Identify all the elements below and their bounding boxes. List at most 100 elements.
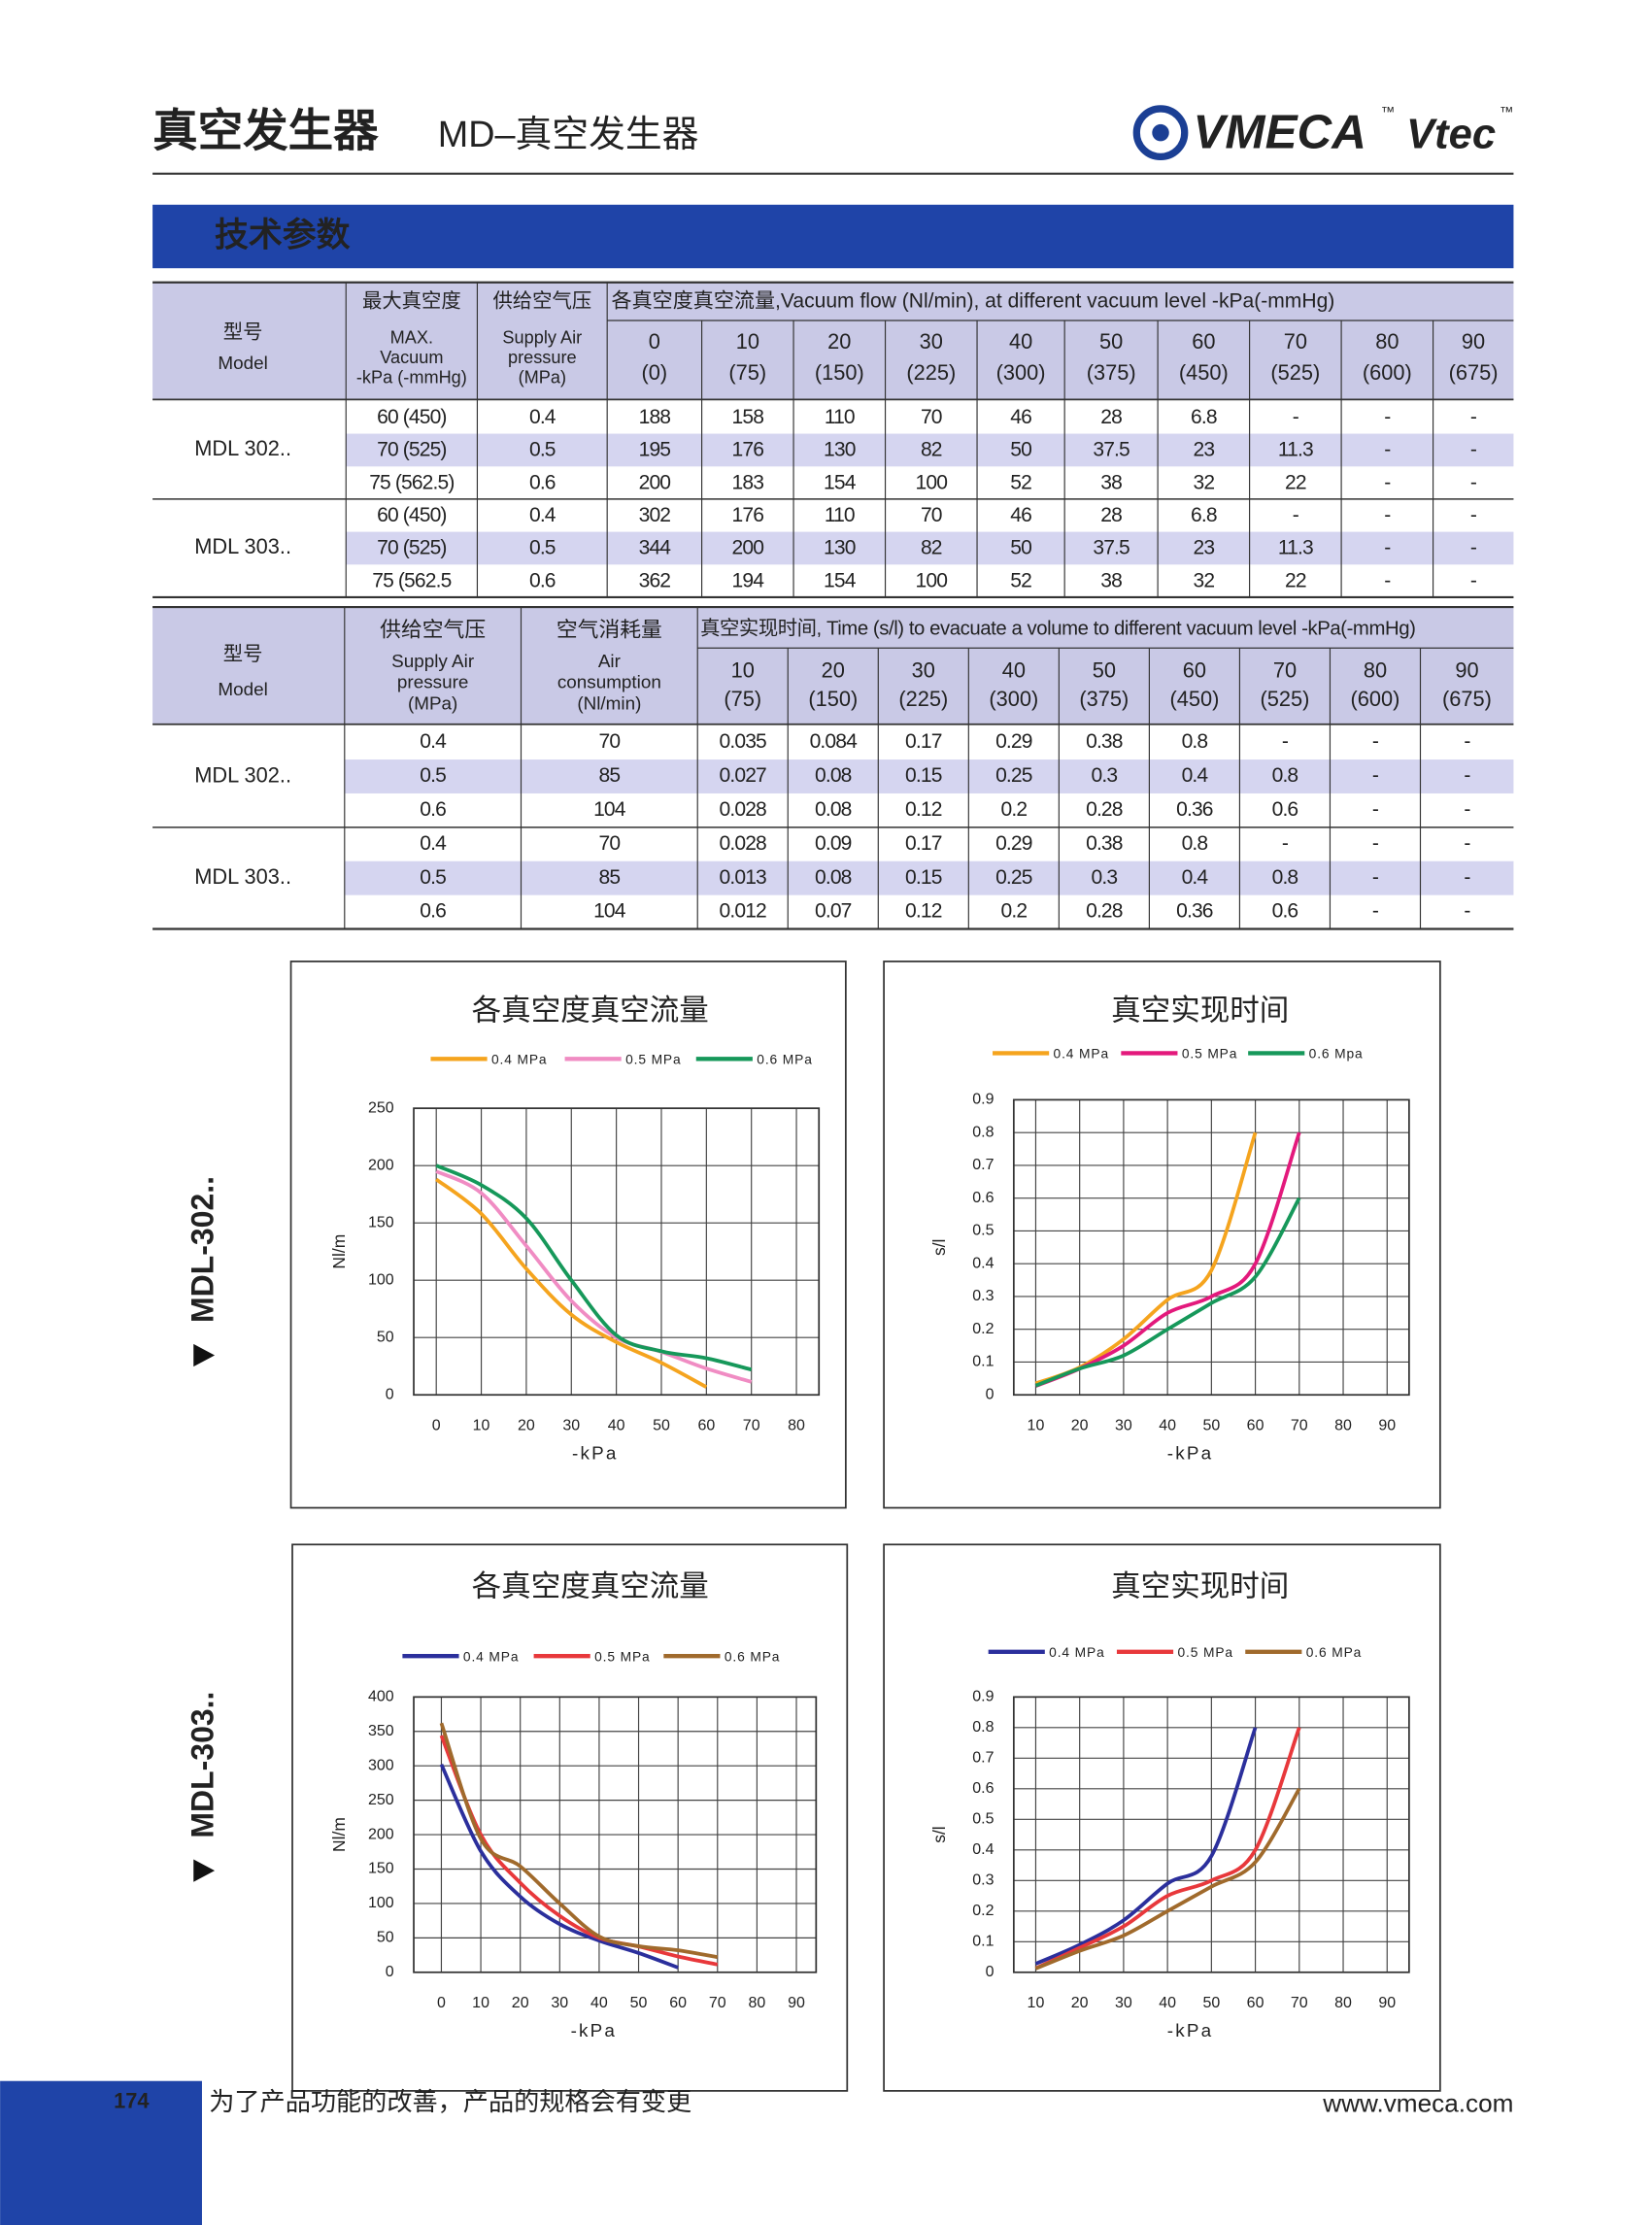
table-cell: - — [1372, 730, 1379, 753]
table-cell: 70 (525) — [377, 537, 446, 559]
side-label: MDL-302.. — [185, 1176, 219, 1323]
chart-frame — [883, 1543, 1441, 2092]
table-cell: 0.17 — [905, 730, 942, 753]
y-tick-label: 0 — [386, 1964, 394, 1980]
table-cell: 0.4 — [1182, 764, 1209, 787]
table-cell: 70 — [921, 504, 942, 526]
flow-header: 各真空度真空流量,Vacuum flow (Nl/min), at differ… — [612, 289, 1335, 313]
table-cell: 0.035 — [720, 730, 767, 753]
y-axis-label: Nl/m — [329, 1817, 349, 1852]
time-header: 真空实现时间, Time (s/l) to evacuate a volume … — [700, 618, 1415, 640]
table-cell: 0.15 — [905, 764, 942, 787]
level-header: 60 — [1183, 658, 1206, 683]
table-header-bg — [152, 282, 1514, 400]
table-cell: 50 — [1010, 439, 1031, 461]
x-tick-label: 20 — [518, 1417, 535, 1433]
y-tick-label: 0.4 — [972, 1255, 994, 1271]
table-cell: 0.28 — [1086, 900, 1123, 923]
level-header: (225) — [906, 360, 956, 385]
x-tick-label: 40 — [1159, 1417, 1176, 1433]
y-tick-label: 400 — [368, 1689, 394, 1705]
section-title: 技术参数 — [215, 216, 351, 253]
table-cell: 0.25 — [995, 866, 1032, 889]
level-header: 20 — [822, 658, 845, 683]
table-cell: 6.8 — [1191, 406, 1217, 428]
y-axis-label: Nl/m — [329, 1234, 349, 1269]
table-cell: 0.4 — [420, 832, 447, 855]
x-tick-label: 60 — [697, 1417, 715, 1433]
page-subtitle: MD–真空发生器 — [438, 115, 699, 155]
table-cell: 200 — [639, 471, 671, 493]
table-cell: 0.4 — [529, 406, 556, 428]
table-cell: 0.3 — [1092, 764, 1118, 787]
level-header: (525) — [1270, 360, 1320, 385]
x-tick-label: 30 — [551, 1995, 568, 2011]
table-cell: 0.8 — [1182, 832, 1208, 855]
table-cell: 104 — [593, 798, 626, 821]
table-cell: 0.2 — [1001, 900, 1028, 923]
table-cell: 0.4 — [529, 504, 556, 526]
y-tick-label: 200 — [368, 1157, 394, 1173]
y-tick-label: 50 — [377, 1329, 394, 1345]
table-cell: 32 — [1194, 569, 1215, 591]
x-tick-label: 30 — [562, 1417, 580, 1433]
level-header: (375) — [1079, 687, 1129, 711]
chart-frame — [289, 961, 847, 1509]
table-cell: 0.12 — [905, 798, 942, 821]
x-tick-label: 60 — [1247, 1995, 1264, 2011]
level-header: 90 — [1462, 329, 1485, 354]
column-header-en: Supply Air — [502, 328, 582, 348]
table-cell: 0.12 — [905, 900, 942, 923]
y-tick-label: 0.8 — [972, 1719, 994, 1736]
table-cell: 0.25 — [995, 764, 1032, 787]
level-header: (225) — [898, 687, 948, 711]
table-cell: 6.8 — [1191, 504, 1217, 526]
legend-label: 0.5 MPa — [1182, 1047, 1238, 1062]
x-tick-label: 70 — [743, 1417, 760, 1433]
x-tick-label: 50 — [653, 1417, 670, 1433]
column-header-en: pressure — [508, 348, 577, 367]
y-tick-label: 200 — [368, 1826, 394, 1842]
table-cell: - — [1384, 504, 1391, 526]
table-cell: 82 — [921, 439, 942, 461]
row-stripe — [344, 860, 1514, 895]
table-cell: 0.027 — [720, 764, 767, 787]
table-cell: 344 — [639, 537, 672, 559]
y-tick-label: 0 — [986, 1964, 995, 1980]
y-tick-label: 100 — [368, 1895, 394, 1911]
table-cell: 0.5 — [420, 866, 446, 889]
row-stripe — [346, 531, 1514, 565]
level-header: 80 — [1375, 329, 1399, 354]
x-axis-label: -kPa — [1167, 2021, 1214, 2041]
legend-label: 0.5 MPa — [594, 1649, 651, 1664]
table-cell: - — [1384, 439, 1391, 461]
table-cell: 11.3 — [1278, 439, 1313, 461]
row-stripe — [346, 433, 1514, 467]
table-cell: 0.5 — [529, 537, 556, 559]
table-cell: 0.6 — [1272, 900, 1298, 923]
series-line — [439, 1763, 679, 1970]
table-cell: 75 (562.5) — [369, 471, 454, 493]
table-cell: 60 (450) — [377, 504, 446, 526]
footer-url: www.vmeca.com — [1322, 2088, 1513, 2117]
chart-frame — [291, 1543, 849, 2092]
table-cell: 46 — [1010, 504, 1031, 526]
model-name: MDL 303.. — [194, 864, 291, 889]
table-cell: - — [1464, 866, 1470, 889]
table-cell: - — [1372, 764, 1379, 787]
logo-icon — [1132, 105, 1189, 160]
level-header: (300) — [989, 687, 1038, 711]
chart-title: 各真空度真空流量 — [472, 1569, 709, 1602]
x-tick-label: 40 — [1159, 1995, 1176, 2011]
level-header: 10 — [731, 658, 755, 683]
level-header: (600) — [1351, 687, 1400, 711]
y-tick-label: 0 — [986, 1386, 995, 1402]
table-cell: 23 — [1194, 439, 1215, 461]
level-header: 40 — [1002, 658, 1026, 683]
y-tick-label: 0.7 — [972, 1157, 994, 1173]
table-cell: - — [1464, 764, 1470, 787]
table-cell: 22 — [1285, 569, 1306, 591]
x-tick-label: 0 — [437, 1995, 446, 2011]
table-cell: 0.29 — [995, 832, 1032, 855]
table-cell: - — [1384, 406, 1391, 428]
